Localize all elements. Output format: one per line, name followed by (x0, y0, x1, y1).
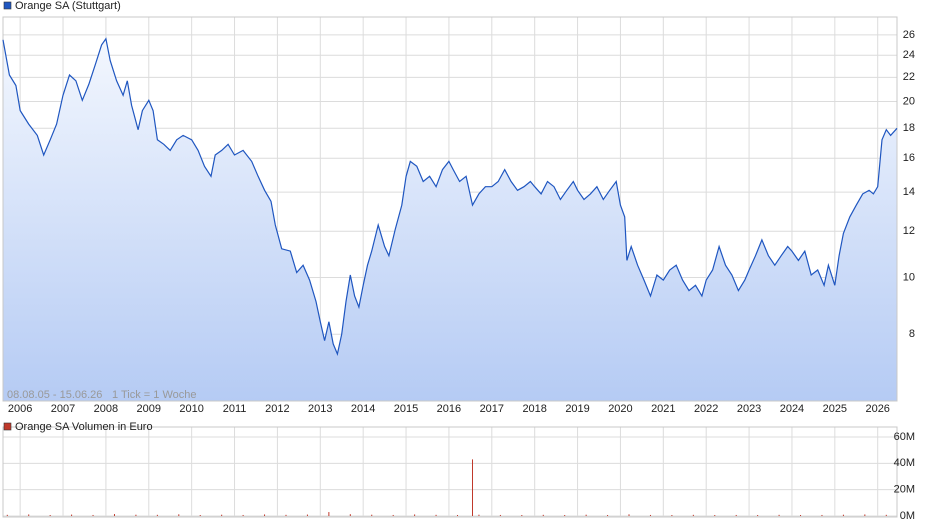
x-tick-label: 2006 (8, 403, 32, 415)
x-tick-label: 2013 (308, 403, 332, 415)
x-tick-label: 2026 (865, 403, 889, 415)
legend-swatch (3, 1, 12, 10)
y-tick-label: 26 (903, 29, 915, 41)
volume-frame (2, 426, 898, 518)
x-tick-label: 2007 (51, 403, 75, 415)
y-tick-label: 10 (903, 271, 915, 283)
x-tick-label: 2009 (137, 403, 161, 415)
y-tick-label: 22 (903, 71, 915, 83)
x-tick-label: 2016 (437, 403, 461, 415)
x-tick-label: 2017 (480, 403, 504, 415)
legend-label: Orange SA (Stuttgart) (15, 0, 121, 12)
y-tick-label: 16 (903, 152, 915, 164)
x-tick-label: 2020 (608, 403, 632, 415)
x-tick-label: 2011 (223, 403, 247, 415)
x-tick-label: 2018 (522, 403, 546, 415)
y-tick-label: 20 (903, 95, 915, 107)
y-tick-label: 40M (894, 457, 915, 469)
x-tick-label: 2010 (179, 403, 203, 415)
x-tick-label: 2025 (823, 403, 847, 415)
x-tick-label: 2021 (651, 403, 675, 415)
y-tick-label: 60M (894, 431, 915, 443)
x-tick-label: 2019 (565, 403, 589, 415)
x-tick-label: 2024 (780, 403, 804, 415)
x-tick-label: 2023 (737, 403, 761, 415)
y-tick-label: 18 (903, 122, 915, 134)
x-tick-label: 2022 (694, 403, 718, 415)
annotation: 1 Tick = 1 Woche (112, 389, 196, 401)
price-area (3, 38, 897, 402)
y-tick-label: 14 (903, 186, 915, 198)
x-tick-label: 2012 (265, 403, 289, 415)
y-tick-label: 8 (909, 328, 915, 340)
y-tick-label: 0M (900, 510, 915, 522)
legend-swatch (3, 422, 12, 431)
y-tick-label: 12 (903, 225, 915, 237)
y-tick-label: 24 (903, 49, 915, 61)
legend-label: Orange SA Volumen in Euro (15, 421, 153, 433)
x-tick-label: 2015 (394, 403, 418, 415)
price-frame (2, 16, 898, 402)
y-tick-label: 20M (894, 484, 915, 496)
x-tick-label: 2008 (94, 403, 118, 415)
annotation: 08.08.05 - 15.06.26 (7, 389, 102, 401)
x-tick-label: 2014 (351, 403, 375, 415)
price-line (2, 37, 898, 356)
